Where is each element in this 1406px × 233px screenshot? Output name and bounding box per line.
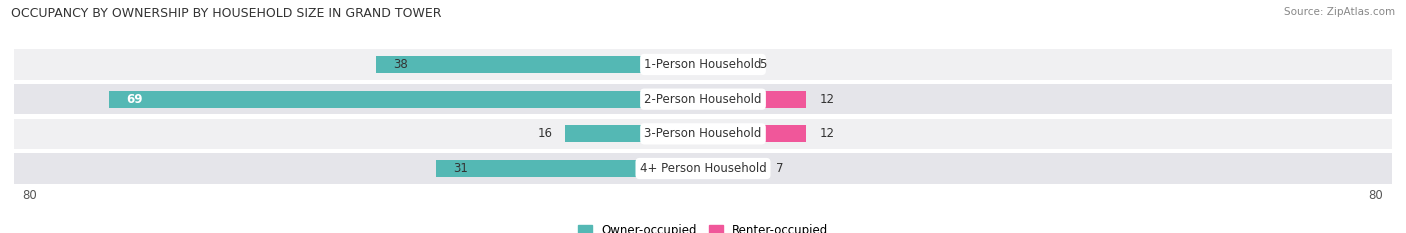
Text: 12: 12	[820, 93, 834, 106]
Text: 12: 12	[820, 127, 834, 140]
Bar	[14, 84, 1392, 114]
Text: 4+ Person Household: 4+ Person Household	[640, 162, 766, 175]
Text: 5: 5	[759, 58, 766, 71]
Bar	[108, 91, 703, 108]
Bar	[14, 49, 1392, 80]
Text: 69: 69	[127, 93, 142, 106]
Bar	[565, 125, 703, 142]
Bar	[703, 125, 807, 142]
Text: OCCUPANCY BY OWNERSHIP BY HOUSEHOLD SIZE IN GRAND TOWER: OCCUPANCY BY OWNERSHIP BY HOUSEHOLD SIZE…	[11, 7, 441, 20]
Text: 38: 38	[392, 58, 408, 71]
Text: 1-Person Household: 1-Person Household	[644, 58, 762, 71]
Text: 2-Person Household: 2-Person Household	[644, 93, 762, 106]
Text: Source: ZipAtlas.com: Source: ZipAtlas.com	[1284, 7, 1395, 17]
Bar	[703, 56, 747, 73]
Bar	[703, 160, 763, 177]
Bar	[436, 160, 703, 177]
Text: 3-Person Household: 3-Person Household	[644, 127, 762, 140]
Legend: Owner-occupied, Renter-occupied: Owner-occupied, Renter-occupied	[572, 219, 834, 233]
Bar	[14, 153, 1392, 184]
Bar	[14, 119, 1392, 149]
Text: 31: 31	[453, 162, 468, 175]
Text: 7: 7	[776, 162, 783, 175]
Text: 80: 80	[22, 189, 38, 202]
Bar	[703, 91, 807, 108]
Bar	[375, 56, 703, 73]
Text: 16: 16	[537, 127, 553, 140]
Text: 80: 80	[1368, 189, 1384, 202]
